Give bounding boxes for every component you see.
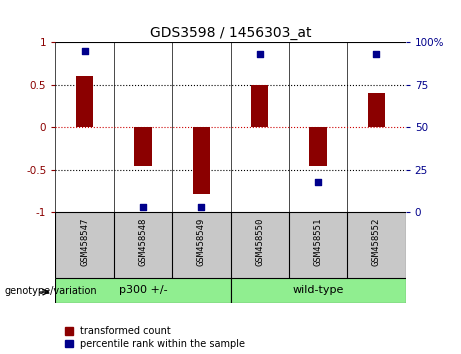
Text: GSM458550: GSM458550 (255, 218, 264, 266)
Text: genotype/variation: genotype/variation (5, 286, 97, 296)
Bar (230, 278, 406, 303)
Text: GSM458551: GSM458551 (313, 218, 323, 266)
Text: wild-type: wild-type (292, 285, 344, 295)
Bar (193, 127, 210, 194)
Bar (309, 127, 327, 166)
Text: GSM458552: GSM458552 (372, 218, 381, 266)
Point (198, 205, 205, 210)
Point (139, 205, 147, 210)
Text: p300 +/-: p300 +/- (118, 285, 167, 295)
Text: GSM458548: GSM458548 (138, 218, 148, 266)
Legend: transformed count, percentile rank within the sample: transformed count, percentile rank withi… (65, 326, 245, 349)
Point (314, 179, 322, 185)
Bar (55, 278, 230, 303)
Bar (368, 93, 385, 127)
Text: GSM458547: GSM458547 (80, 218, 89, 266)
Text: GSM458549: GSM458549 (197, 218, 206, 266)
Point (81, 48, 88, 54)
Bar (134, 127, 152, 166)
Bar (251, 85, 268, 127)
Point (373, 52, 380, 57)
Title: GDS3598 / 1456303_at: GDS3598 / 1456303_at (150, 26, 311, 40)
Point (256, 52, 263, 57)
Bar (76, 76, 93, 127)
